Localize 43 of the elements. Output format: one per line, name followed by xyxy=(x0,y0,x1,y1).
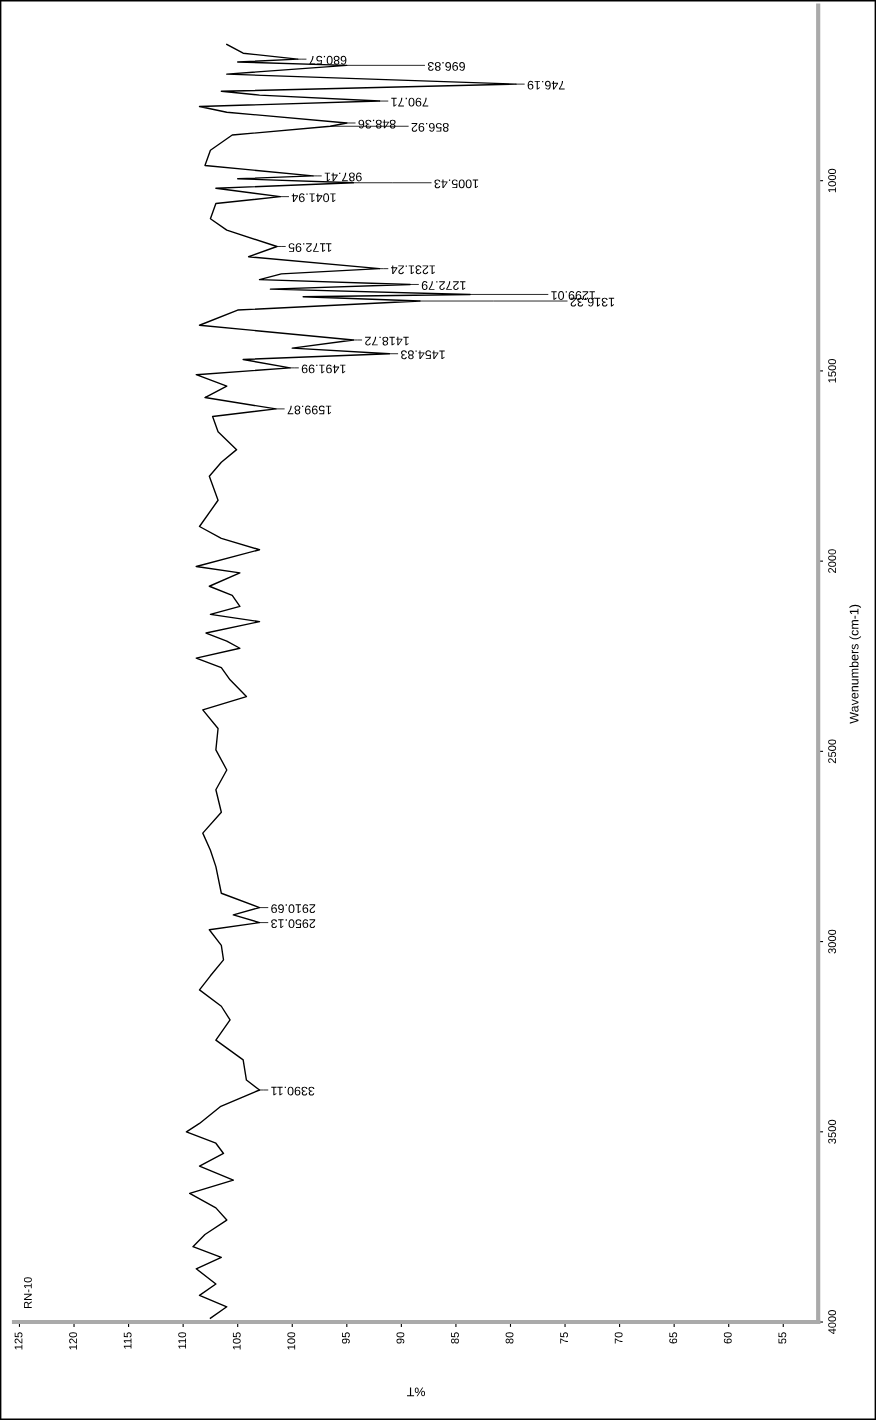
x-tick-label: 75 xyxy=(560,1332,569,1344)
annotation: 3390.11 xyxy=(271,1086,315,1096)
x-axis-title: %T xyxy=(407,1387,426,1397)
x-tick-label: 80 xyxy=(505,1332,514,1344)
y-tick-label: 2000 xyxy=(828,549,837,573)
x-tick-label: 90 xyxy=(396,1332,405,1344)
x-tick-label: 110 xyxy=(178,1332,187,1349)
annotation: 1418.72 xyxy=(365,336,409,346)
annotation: 1005.43 xyxy=(434,179,479,189)
annotation: 696.83 xyxy=(427,61,465,71)
x-tick-label: 85 xyxy=(451,1332,459,1344)
y-axis-title: Wavenumbers (cm-1) xyxy=(849,604,862,724)
annotation: 2910.69 xyxy=(271,904,316,914)
x-tick-label: 60 xyxy=(723,1332,732,1344)
x-tick-label: 105 xyxy=(232,1332,241,1350)
annotation: 2950.13 xyxy=(271,919,316,929)
y-tick-label: 3500 xyxy=(828,1119,837,1144)
annotation: 856.92 xyxy=(411,122,449,132)
x-tick-label: 65 xyxy=(669,1332,678,1344)
y-tick-label: 1500 xyxy=(828,358,837,383)
annotation: RN-10 xyxy=(23,1277,32,1308)
annotation: 746.19 xyxy=(527,80,565,90)
y-tick-label: 4000 xyxy=(828,1310,837,1335)
annotation: 1491.99 xyxy=(301,364,346,374)
annotation: 1041.94 xyxy=(291,193,336,203)
x-tick-label: 125 xyxy=(14,1332,23,1350)
annotation: 1172.95 xyxy=(288,243,332,252)
annotation: 1454.83 xyxy=(401,350,445,360)
y-tick-label: 3000 xyxy=(828,929,837,954)
x-tick-label: 95 xyxy=(341,1332,350,1344)
x-tick-label: 120 xyxy=(69,1332,78,1350)
y-tick-label: 2500 xyxy=(828,739,837,764)
annotation: 987.41 xyxy=(324,172,362,182)
annotation: 1599.87 xyxy=(287,405,332,415)
x-tick-label: 70 xyxy=(614,1332,623,1344)
x-tick-label: 115 xyxy=(123,1332,132,1349)
x-tick-label: 100 xyxy=(287,1332,296,1350)
annotation: 848.36 xyxy=(358,119,396,129)
annotation: 1272.79 xyxy=(421,281,466,290)
x-tick-label: 55 xyxy=(778,1332,787,1344)
annotation: 1231.24 xyxy=(391,265,435,275)
y-tick-label: 1000 xyxy=(828,168,837,193)
annotation: 790.71 xyxy=(391,97,429,107)
